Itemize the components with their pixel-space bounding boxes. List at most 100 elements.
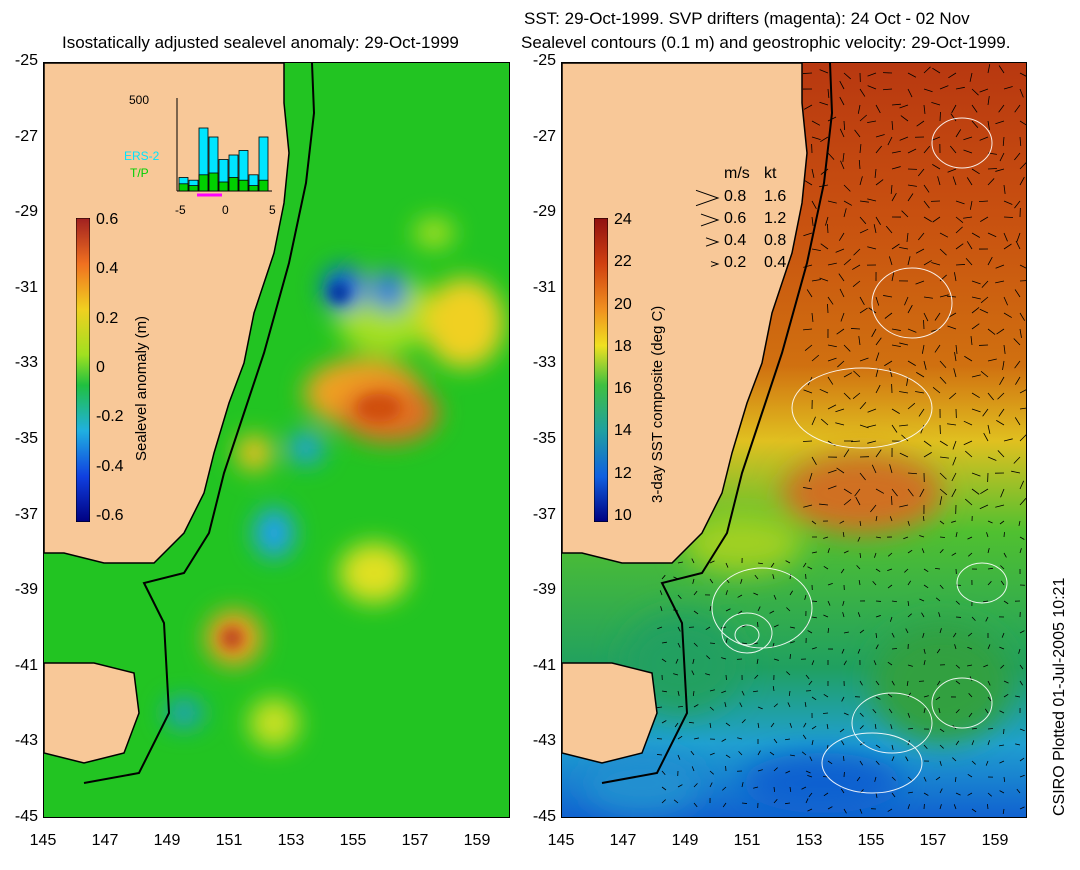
velocity-arrow [888, 256, 893, 266]
velocity-arrow [923, 88, 933, 93]
velocity-arrow [932, 386, 941, 394]
x-tick-label: 145 [547, 832, 575, 849]
velocity-arrow [907, 549, 913, 554]
velocity-arrow [939, 496, 943, 506]
velocity-arrow [891, 192, 897, 202]
velocity-arrow [891, 120, 894, 131]
velocity-arrow [843, 755, 845, 762]
velocity-arrow [661, 574, 666, 580]
velocity-arrow [875, 134, 885, 138]
velocity-arrow [967, 632, 973, 637]
velocity-arrow [934, 567, 941, 570]
velocity-arrow [980, 370, 989, 378]
velocity-arrow [999, 790, 1005, 794]
velocity-arrow [802, 734, 807, 740]
velocity-arrow [804, 702, 807, 708]
x-tick-label: 145 [29, 832, 57, 849]
velocity-arrow [843, 808, 847, 814]
velocity-arrow [875, 104, 881, 114]
velocity-arrow [950, 113, 957, 122]
colorbar-tick-label: 12 [614, 464, 632, 482]
y-tick-label: -41 [14, 656, 38, 674]
velocity-key-ms: 0.8 [724, 188, 747, 205]
velocity-arrow [677, 594, 682, 599]
velocity-arrow [939, 804, 942, 810]
velocity-arrow [939, 85, 949, 90]
colorbar-tick-label: -0.6 [96, 507, 124, 524]
velocity-arrow [827, 600, 831, 606]
velocity-arrow [859, 712, 864, 717]
inset-bar-tp [258, 179, 269, 192]
velocity-arrow [995, 120, 1005, 125]
velocity-arrow [691, 558, 695, 564]
velocity-arrow [725, 562, 729, 568]
velocity-arrow [843, 488, 852, 495]
velocity-arrow [741, 642, 748, 645]
velocity-arrow [923, 660, 926, 666]
velocity-arrow [811, 520, 817, 525]
velocity-arrow [907, 776, 912, 781]
sealevel-anomaly-map: 500 ERS-2 T/P -5 0 5 0.6 0.4 0.2 0 -0.2 -0.4 -… [43, 62, 510, 818]
velocity-arrow [971, 760, 976, 765]
velocity-arrow [983, 664, 989, 668]
velocity-arrow [1019, 72, 1026, 77]
velocity-arrow [971, 374, 981, 378]
velocity-arrow [1003, 86, 1013, 90]
velocity-arrow [1014, 104, 1021, 113]
velocity-arrow [811, 456, 817, 466]
velocity-arrow [979, 308, 989, 314]
velocity-arrow [656, 754, 663, 756]
velocity-arrow [955, 680, 961, 685]
velocity-arrow [721, 690, 727, 694]
velocity-arrow [1003, 680, 1009, 684]
velocity-arrow [987, 792, 993, 797]
velocity-arrow [875, 296, 880, 306]
velocity-arrow [827, 303, 829, 314]
velocity-arrow [841, 648, 845, 654]
velocity-arrow [901, 434, 909, 442]
velocity-arrow [819, 101, 829, 106]
velocity-arrow [890, 184, 893, 194]
x-tick-label: 153 [795, 832, 823, 849]
velocity-arrow [922, 515, 925, 522]
velocity-arrow [923, 200, 930, 209]
velocity-arrow [921, 344, 925, 354]
velocity-arrow [852, 392, 861, 400]
velocity-arrow [938, 708, 941, 714]
velocity-arrow [811, 136, 821, 141]
velocity-arrow [859, 742, 865, 746]
velocity-arrow [907, 613, 912, 618]
velocity-arrow [919, 598, 925, 602]
velocity-arrow [677, 735, 683, 740]
velocity-arrow [987, 581, 992, 586]
velocity-arrow [998, 408, 1005, 417]
velocity-arrow [1019, 664, 1024, 670]
velocity-arrow [721, 738, 727, 742]
velocity-arrow [709, 578, 714, 584]
velocity-arrow [995, 280, 1005, 284]
velocity-arrow [952, 632, 957, 638]
velocity-arrow [772, 574, 775, 580]
velocity-arrow [820, 136, 829, 143]
velocity-arrow [773, 798, 778, 804]
velocity-arrow [899, 136, 909, 141]
y-tick-label: -41 [532, 656, 556, 674]
velocity-arrow [923, 776, 927, 782]
velocity-arrow [784, 738, 791, 741]
right-panel-title-line2: Sealevel contours (0.1 m) and geostrophi… [521, 33, 1011, 52]
velocity-arrow [811, 168, 815, 178]
velocity-arrow [987, 424, 991, 434]
geostrophic-velocity-arrows [656, 64, 1026, 814]
velocity-arrow [843, 344, 851, 352]
velocity-arrow [858, 580, 861, 586]
y-tick-label: -25 [532, 52, 556, 69]
velocity-arrow [954, 352, 957, 362]
velocity-arrow [899, 452, 909, 458]
velocity-arrow [987, 358, 997, 362]
velocity-arrow [939, 536, 946, 538]
colorbar-tick-label: 0.4 [96, 260, 119, 278]
velocity-arrow [983, 432, 989, 442]
velocity-arrow [691, 670, 695, 676]
velocity-arrow [857, 612, 861, 618]
velocity-arrow [741, 802, 748, 804]
